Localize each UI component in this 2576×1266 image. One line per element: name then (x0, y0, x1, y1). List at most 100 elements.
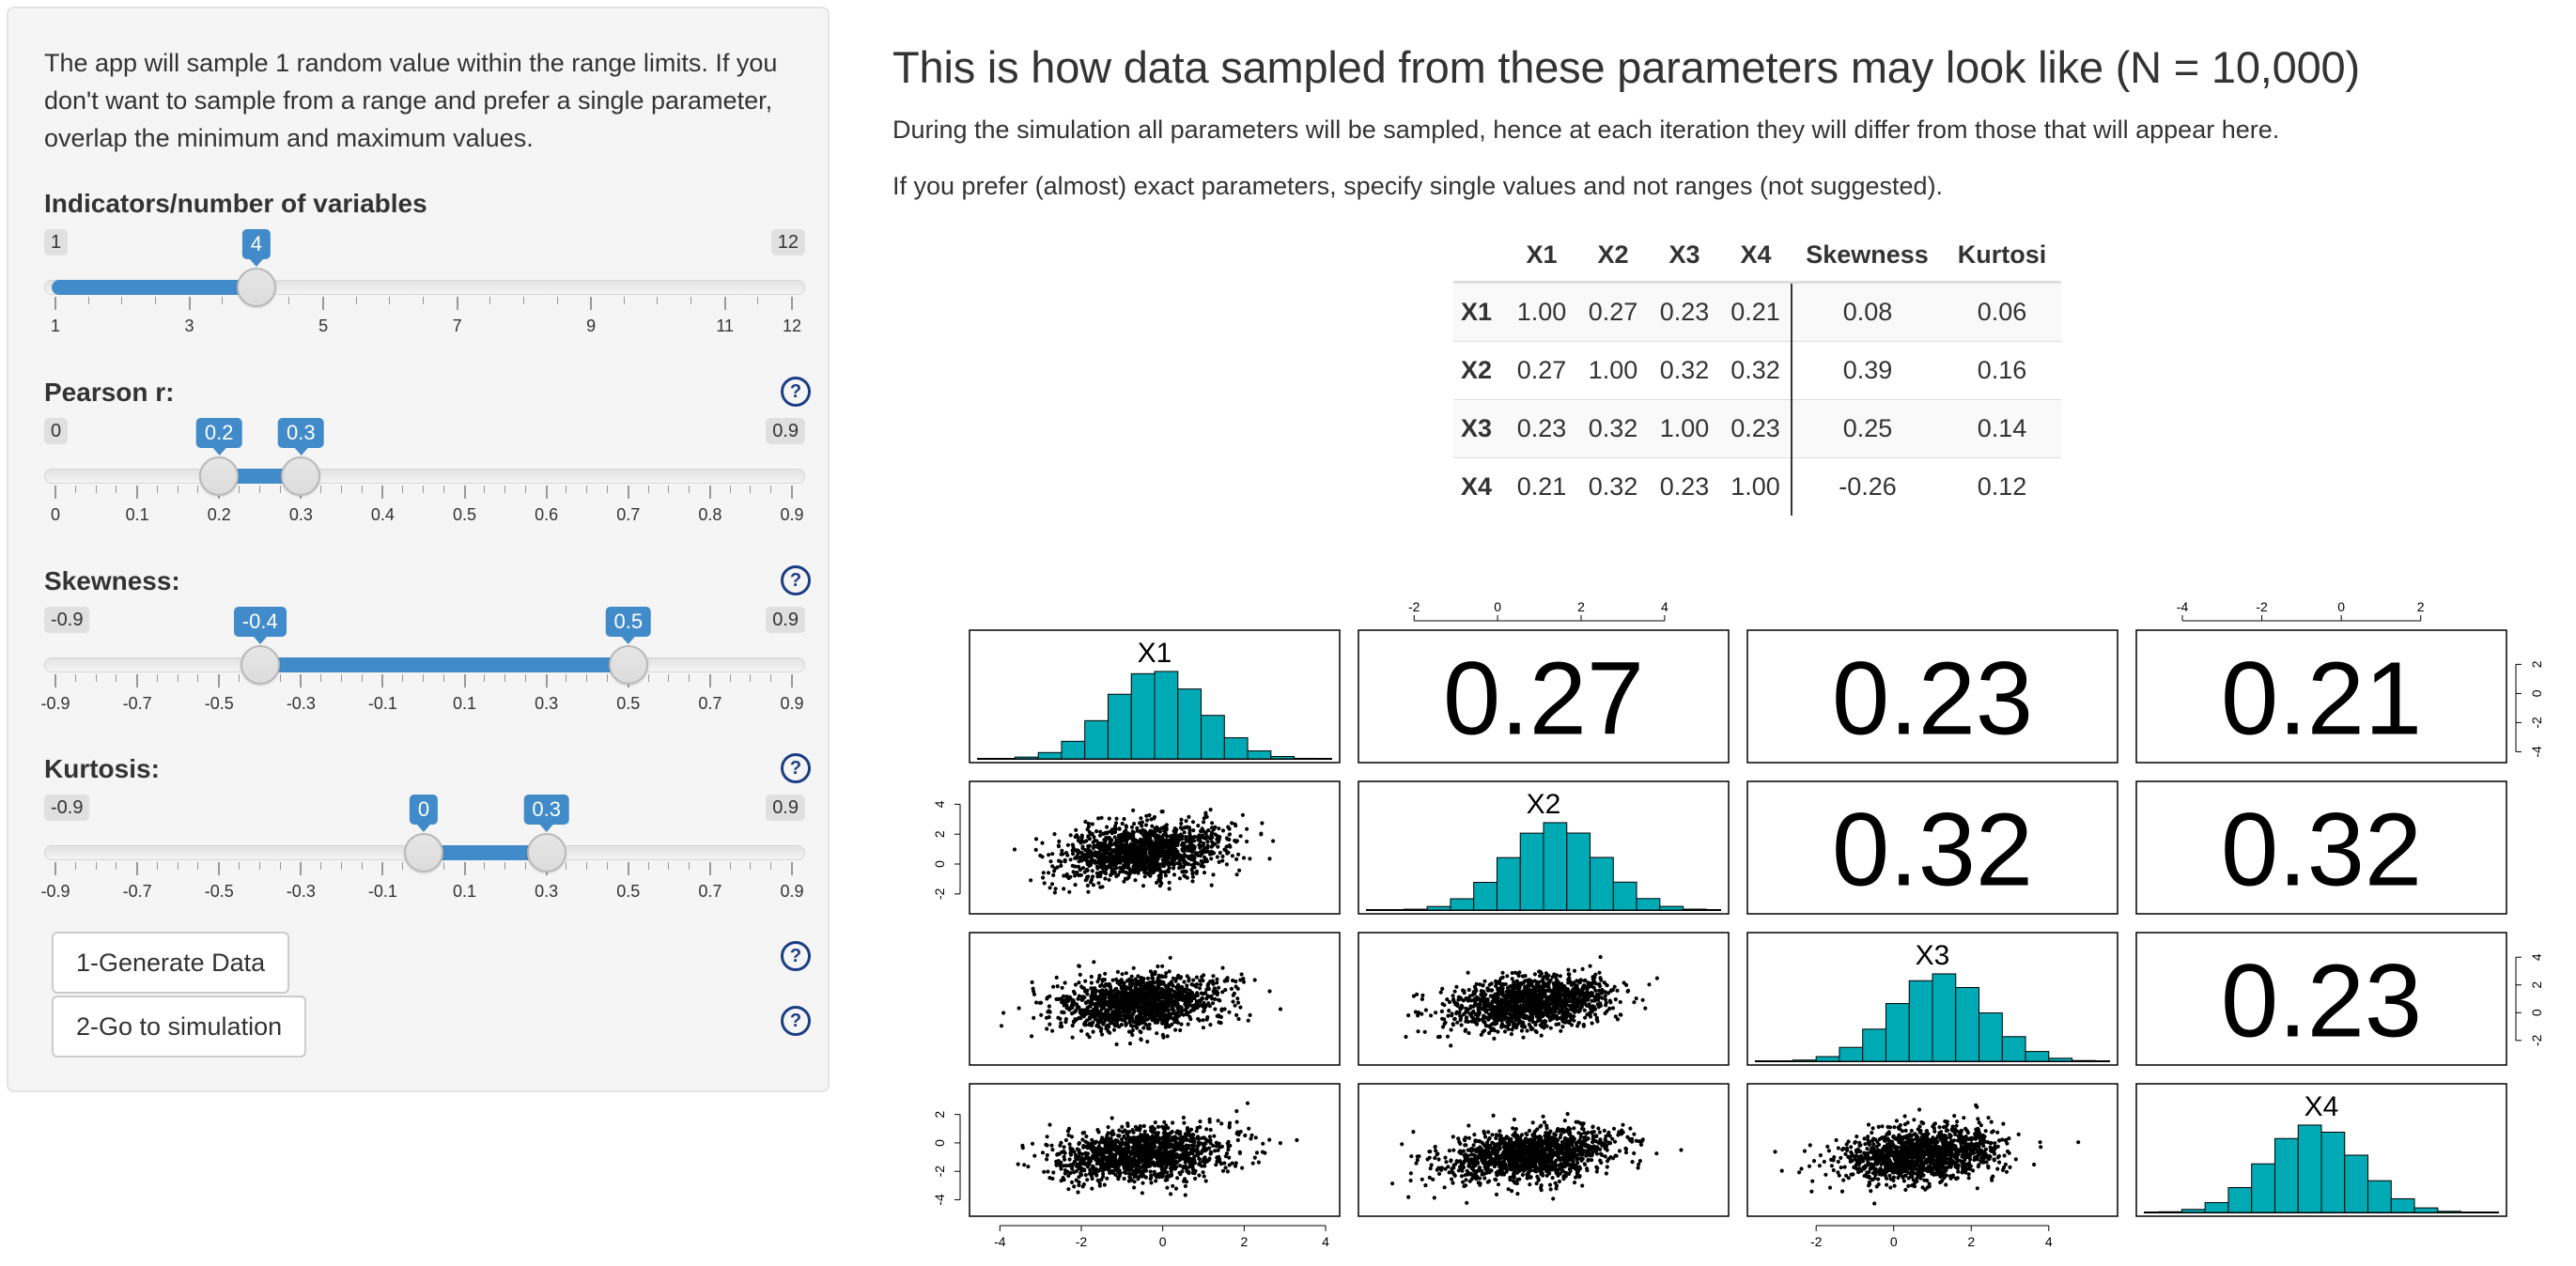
table-header-cell: X4 (1720, 228, 1792, 284)
scatter-points (1773, 1103, 2081, 1206)
histogram-bar (1154, 671, 1179, 760)
variable-label: X2 (1527, 789, 1561, 820)
axis-tick-label: 0 (1890, 1234, 1898, 1249)
slider-tick-label: -0.3 (286, 882, 316, 901)
histogram-bar (2251, 1163, 2275, 1213)
table-cell: 0.39 (1791, 341, 1943, 400)
panel-X1-X1: X1 (969, 629, 1341, 764)
table-cell: 0.06 (1943, 282, 2061, 342)
scatter-points (1012, 808, 1276, 895)
slider-selected-range (219, 469, 302, 484)
indicators-label: Indicators/number of variables (44, 189, 427, 218)
kurtosis-help-icon[interactable]: ? (781, 753, 811, 783)
table-cell: 0.21 (1506, 457, 1577, 516)
correlation-value: 0.23 (2221, 944, 2422, 1059)
slider-value-label: 0 (409, 795, 439, 832)
slider-handle[interactable] (236, 268, 276, 307)
slider-handle[interactable] (281, 456, 321, 496)
slider-tick (218, 674, 221, 687)
panel-X3-X4: 0.23 (2135, 932, 2507, 1066)
slider-handle[interactable] (608, 645, 648, 685)
panel-frame (1746, 629, 2118, 764)
table-row-header: X3 (1453, 399, 1506, 458)
histogram-bar (1450, 898, 1475, 911)
slider-minor-tick (197, 862, 199, 870)
axis-tick-label: 2 (2529, 660, 2544, 668)
panel-X2-X2: X2 (1358, 780, 1730, 915)
pearson-help-icon[interactable]: ? (781, 377, 811, 407)
axis-tick-label: -2 (2529, 717, 2544, 729)
slider-minor-tick (197, 486, 199, 493)
slider-minor-tick (156, 674, 158, 682)
slider-minor-tick (74, 486, 76, 493)
slider-minor-tick (484, 862, 486, 870)
table-cell: 1.00 (1720, 457, 1792, 516)
slider-min-label: 1 (44, 229, 69, 255)
slider-minor-tick (95, 862, 97, 870)
table-cell: 0.23 (1649, 457, 1720, 516)
slider-track[interactable] (44, 469, 805, 484)
slider-tick-label: 0.5 (616, 882, 641, 901)
panel-X4-X4: X4 (2135, 1083, 2507, 1217)
slider-minor-tick (668, 486, 670, 493)
slider-minor-tick (586, 674, 588, 682)
panel-frame (1358, 932, 1730, 1066)
go-to-simulation-button[interactable]: 2-Go to simulation (52, 996, 307, 1058)
slider-minor-tick (556, 297, 558, 304)
slider-minor-tick (522, 297, 524, 304)
slider-handle[interactable] (199, 456, 240, 496)
parameter-table: X1 X2 X3 X4 Skewness Kurtosi X1 1.00 0.2… (1453, 228, 2061, 516)
histogram-bar (1403, 908, 1428, 911)
slider-minor-tick (279, 674, 281, 682)
slider-tick-label: 0.7 (698, 694, 722, 713)
pearson-label: Pearson r: (44, 378, 175, 407)
scatter-points (1016, 1101, 1299, 1197)
slider-max-label: 12 (770, 229, 805, 255)
slider-minor-tick (689, 862, 691, 870)
slider-handle[interactable] (526, 833, 566, 872)
axis-tick-label: 4 (1322, 1234, 1329, 1249)
slider-handle[interactable] (404, 833, 443, 872)
panel-X3-X2 (1358, 932, 1730, 1066)
slider-value-label: 0.5 (605, 607, 652, 644)
panel-X2-X1 (969, 780, 1341, 915)
table-cell: -0.26 (1791, 457, 1943, 516)
table-row-header: X4 (1453, 457, 1506, 516)
axis-tick-label: -2 (1408, 599, 1420, 614)
slider-tick-label: 3 (184, 316, 194, 335)
table-header-cell: X2 (1577, 228, 1649, 284)
histogram-bar (1107, 693, 1132, 760)
slider-minor-tick (442, 862, 444, 870)
histogram-bar (1014, 756, 1039, 760)
histogram-bar (1612, 881, 1637, 911)
slider-minor-tick (340, 486, 342, 493)
histogram-bar (1247, 750, 1272, 760)
pearson-slider[interactable]: 0 0.9 0 0.1 0.2 0.3 0.4 0.5 0.6 0.7 0.8 0.9 0.2 0.3 (44, 418, 805, 559)
slider-minor-tick (402, 486, 404, 493)
generate-data-button[interactable]: 1-Generate Data (52, 932, 290, 994)
histogram-bar (1566, 832, 1591, 911)
slider-handle[interactable] (240, 645, 280, 685)
slider-max-label: 0.9 (766, 418, 805, 444)
slider-minor-tick (770, 486, 772, 493)
scatter-points (999, 955, 1283, 1047)
table-header-cell (1453, 228, 1506, 284)
slider-tick-label: 0.1 (453, 882, 477, 901)
indicators-slider[interactable]: 1 12 1 3 5 7 9 11 12 4 (44, 229, 805, 370)
table-cell: 1.00 (1577, 341, 1649, 400)
kurtosis-slider[interactable]: -0.9 0.9 -0.9 -0.7 -0.5 -0.3 -0.1 0.1 0.3 0.5 0.7 0… (40, 795, 805, 935)
histogram-bar (1223, 737, 1249, 760)
slider-max-label: 0.9 (766, 795, 805, 821)
generate-help-icon[interactable]: ? (781, 941, 811, 971)
slider-minor-tick (423, 297, 424, 304)
panel-X1-X3: 0.23 (1746, 629, 2118, 764)
skewness-slider[interactable]: -0.9 0.9 -0.9 -0.7 -0.5 -0.3 -0.1 0.1 0.3 0.5 0.7 0… (40, 607, 805, 748)
slider-tick (545, 674, 548, 687)
simulation-help-icon[interactable]: ? (781, 1006, 811, 1036)
slider-tick-label: -0.1 (367, 694, 397, 713)
histogram-bar (2413, 1207, 2439, 1213)
slider-tick-label: 12 (782, 316, 802, 335)
slider-tick-label: 0.7 (698, 882, 722, 901)
skewness-help-icon[interactable]: ? (781, 565, 811, 595)
slider-selected-range (52, 280, 256, 295)
